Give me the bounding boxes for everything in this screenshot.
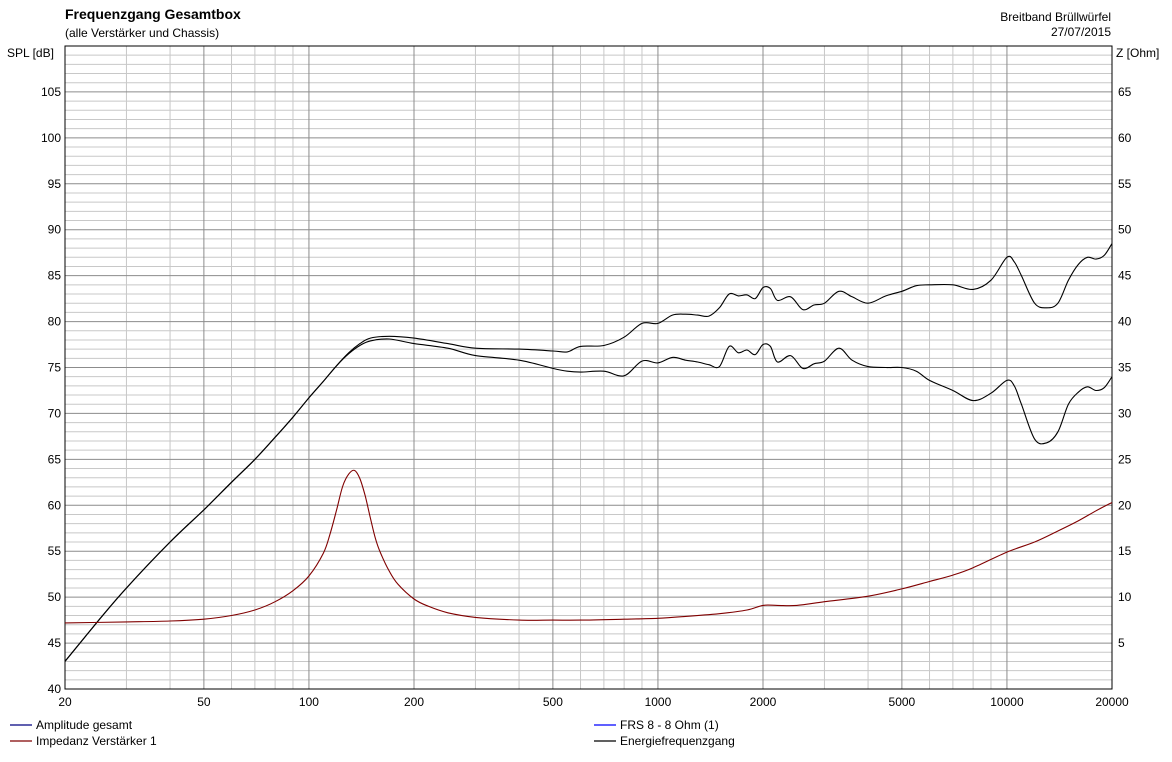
legend-label: Impedanz Verstärker 1 xyxy=(36,734,157,748)
y2-tick-label: 35 xyxy=(1118,361,1132,375)
y-tick-label: 105 xyxy=(41,85,61,99)
y-tick-label: 60 xyxy=(48,498,62,512)
chart-project-name: Breitband Brüllwürfel xyxy=(1000,10,1111,24)
y2-tick-label: 45 xyxy=(1118,269,1132,283)
x-tick-label: 20000 xyxy=(1095,695,1129,709)
y2-axis-label: Z [Ohm] xyxy=(1116,46,1159,60)
chart-date: 27/07/2015 xyxy=(1051,25,1111,39)
y-tick-label: 100 xyxy=(41,131,61,145)
x-tick-label: 50 xyxy=(197,695,211,709)
y2-tick-label: 40 xyxy=(1118,315,1132,329)
x-tick-label: 20 xyxy=(58,695,72,709)
y2-tick-label: 60 xyxy=(1118,131,1132,145)
plot-frame xyxy=(64,45,1113,690)
series-layer xyxy=(64,243,1113,662)
series-amplitude-gesamt-line xyxy=(64,338,1113,662)
y-tick-label: 75 xyxy=(48,361,62,375)
y2-tick-label: 25 xyxy=(1118,452,1132,466)
legend-label: FRS 8 - 8 Ohm (1) xyxy=(620,718,719,732)
y2-tick-label: 50 xyxy=(1118,223,1132,237)
y-tick-label: 40 xyxy=(48,682,62,696)
y2-tick-label: 15 xyxy=(1118,544,1132,558)
y2-tick-label: 20 xyxy=(1118,498,1132,512)
chart-subtitle: (alle Verstärker und Chassis) xyxy=(65,26,219,40)
axis-tick-labels: 40 45 50 55 60 65 70 75 80 85 90 95 100 105 5 10 15 20 25 3… xyxy=(41,85,1132,709)
x-tick-label: 200 xyxy=(404,695,424,709)
y-tick-label: 65 xyxy=(48,452,62,466)
y-tick-label: 50 xyxy=(48,590,62,604)
y-tick-label: 80 xyxy=(48,315,62,329)
chart-title: Frequenzgang Gesamtbox xyxy=(65,6,241,22)
y-tick-label: 85 xyxy=(48,269,62,283)
y-tick-label: 55 xyxy=(48,544,62,558)
y-tick-label: 70 xyxy=(48,406,62,420)
x-tick-label: 10000 xyxy=(990,695,1024,709)
series-impedanz-verst-rker-1-line xyxy=(64,469,1113,624)
y-tick-label: 95 xyxy=(48,177,62,191)
y2-tick-label: 65 xyxy=(1118,85,1132,99)
y2-tick-label: 5 xyxy=(1118,636,1125,650)
x-tick-label: 1000 xyxy=(645,695,672,709)
x-tick-label: 5000 xyxy=(889,695,916,709)
x-tick-label: 500 xyxy=(543,695,563,709)
legend-label: Amplitude gesamt xyxy=(36,718,133,732)
y-tick-label: 90 xyxy=(48,223,62,237)
series-energiefrequenzgang-line xyxy=(64,243,1113,662)
y-axis-label: SPL [dB] xyxy=(7,46,54,60)
y2-tick-label: 55 xyxy=(1118,177,1132,191)
x-tick-label: 100 xyxy=(299,695,319,709)
x-tick-label: 2000 xyxy=(750,695,777,709)
y2-tick-label: 10 xyxy=(1118,590,1132,604)
legend: Amplitude gesamt Impedanz Verstärker 1 FRS… xyxy=(10,718,735,748)
legend-label: Energiefrequenzgang xyxy=(620,734,735,748)
y2-tick-label: 30 xyxy=(1118,406,1132,420)
y-tick-label: 45 xyxy=(48,636,62,650)
major-grid xyxy=(65,46,1112,689)
minor-grid xyxy=(65,46,1112,689)
